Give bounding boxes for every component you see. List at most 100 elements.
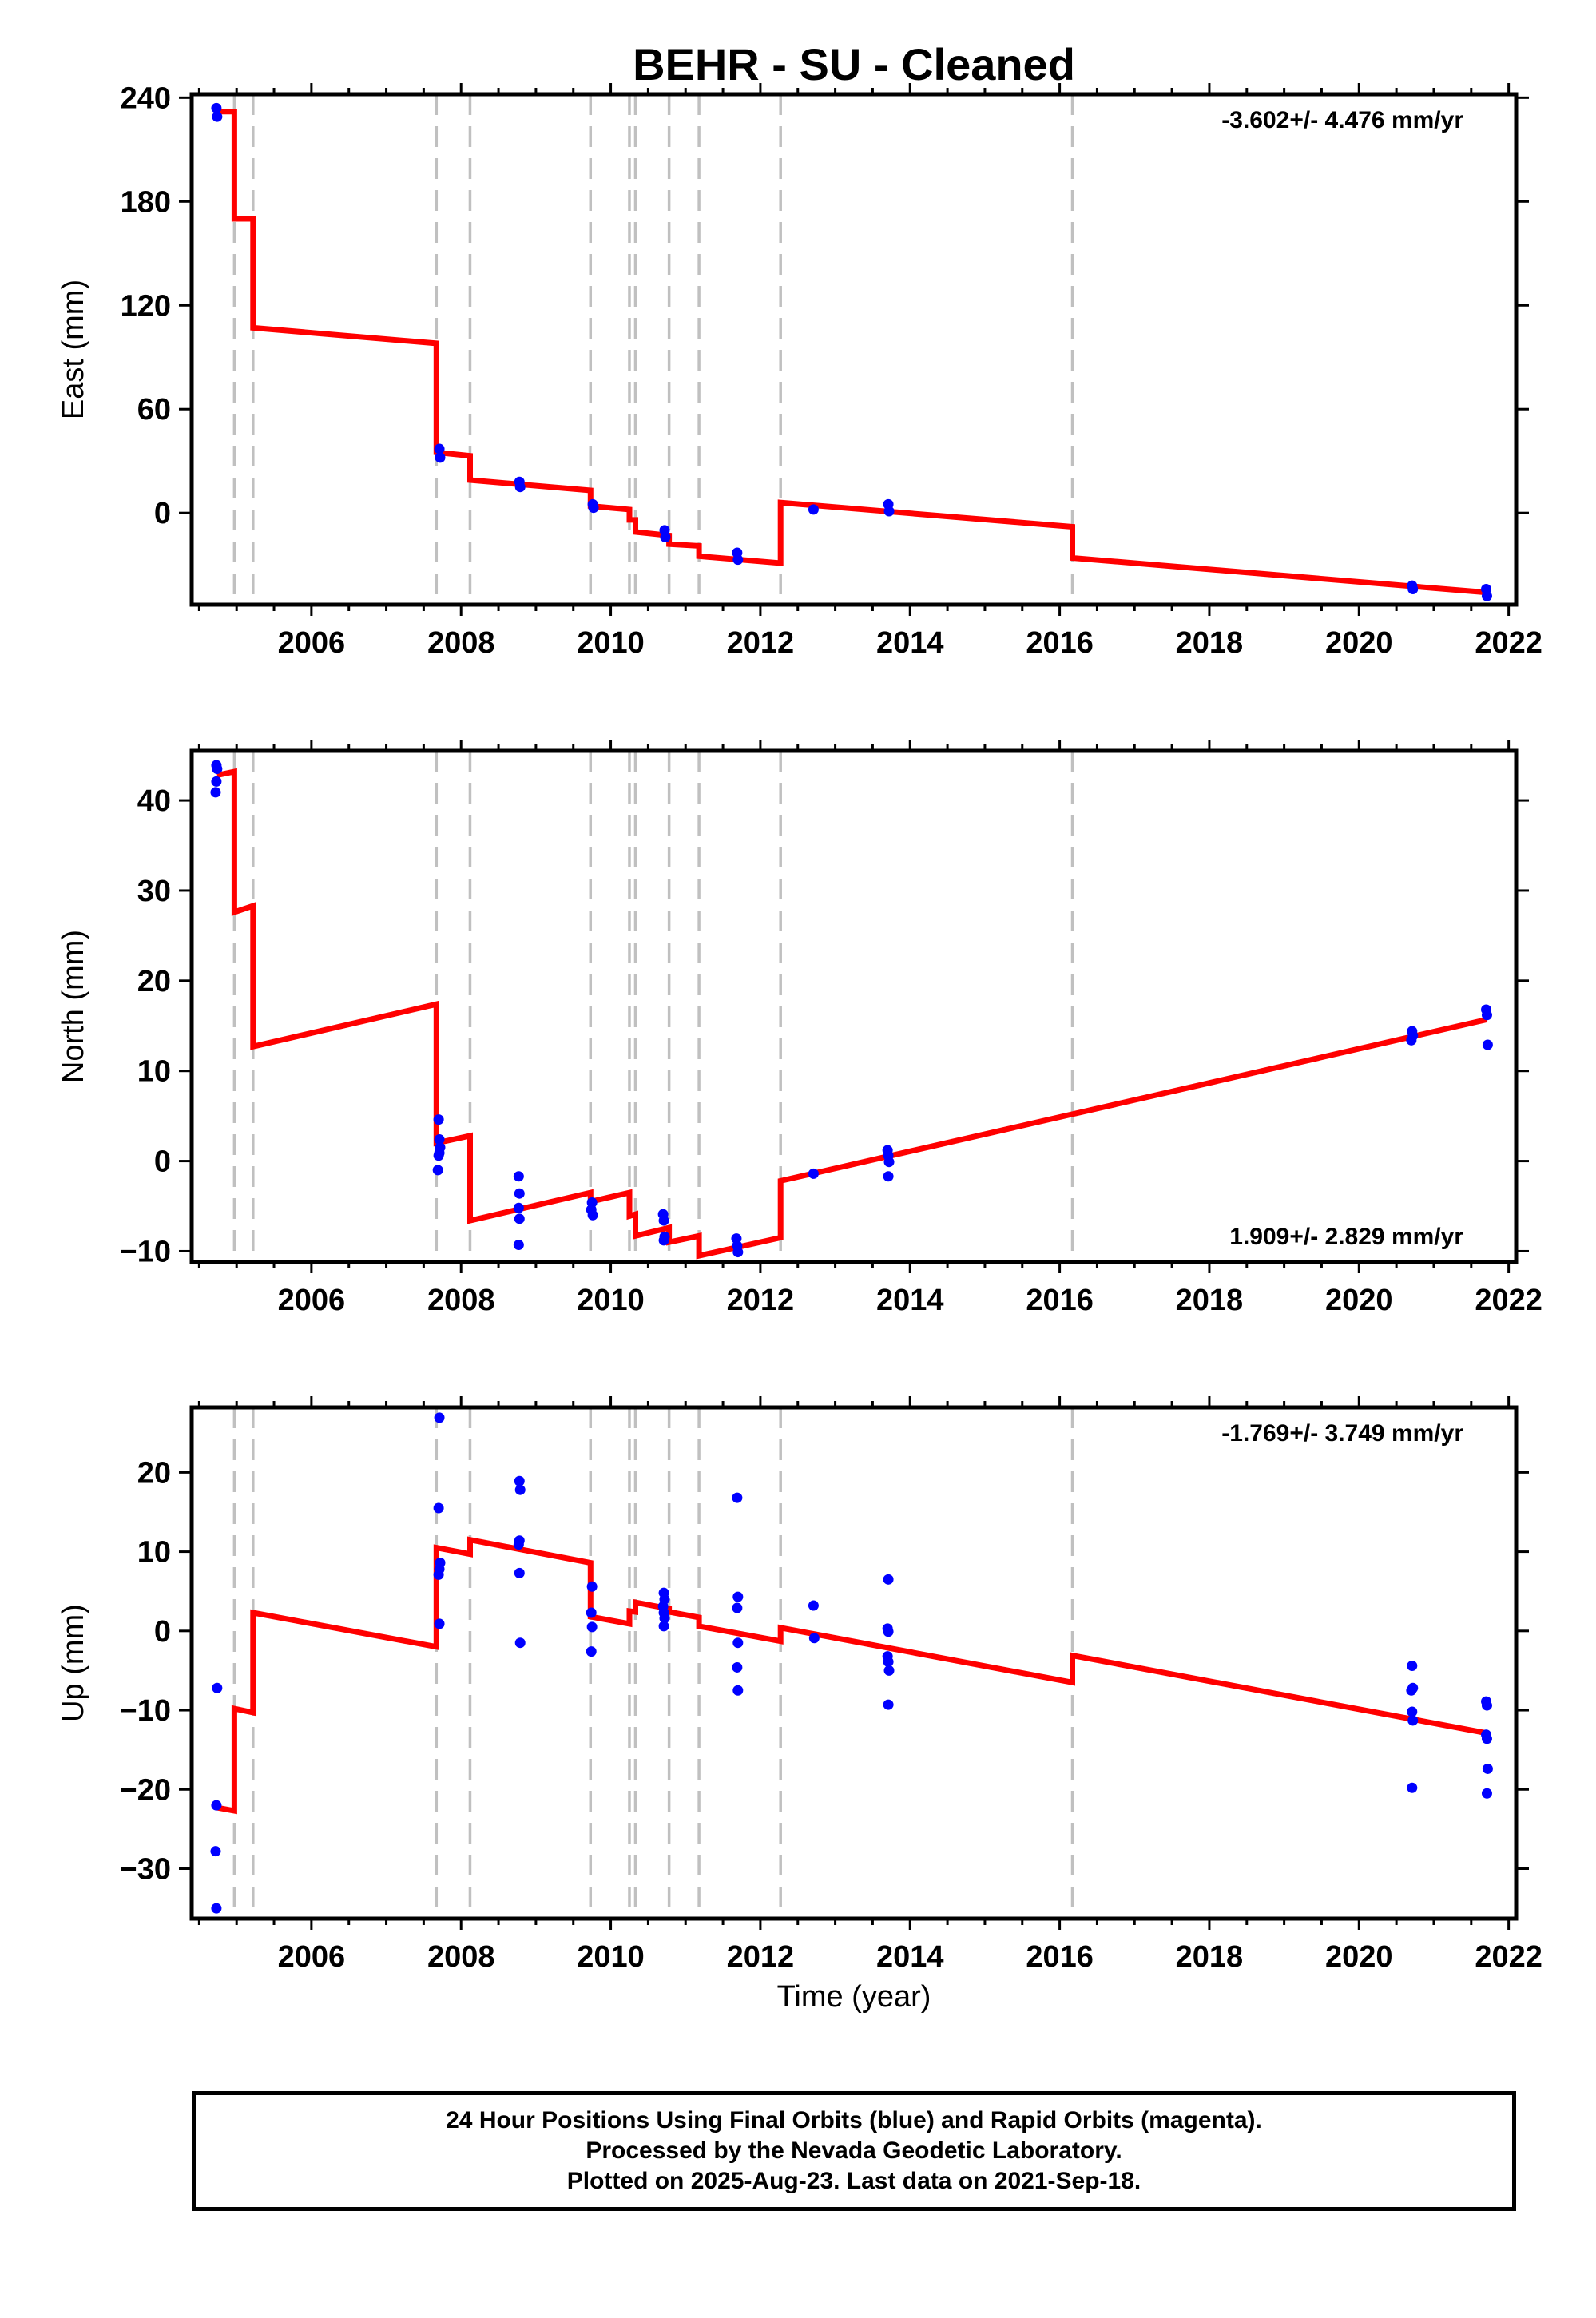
data-point: [883, 1699, 894, 1710]
data-point: [808, 1633, 820, 1644]
data-point: [1407, 1782, 1418, 1793]
data-point: [883, 1157, 895, 1168]
data-point: [211, 102, 222, 113]
data-point: [883, 506, 895, 517]
data-point: [513, 1240, 524, 1251]
x-tick-label: 2006: [278, 626, 346, 660]
data-point: [732, 1492, 743, 1503]
data-point: [514, 482, 526, 493]
x-tick-label: 2018: [1176, 1284, 1244, 1317]
x-tick-label: 2008: [427, 626, 495, 660]
data-point: [1407, 584, 1419, 595]
panel-up: 2006 2008 2010 2012 2014 2016 2018 2020 2022−30−…: [57, 1396, 1542, 1974]
footer-line-orbits: 24 Hour Positions Using Final Orbits (bl…: [446, 2107, 1262, 2133]
model-fit-line-north: [216, 768, 1488, 1260]
x-tick-label: 2010: [577, 1284, 645, 1317]
data-point: [732, 1247, 744, 1258]
x-tick-label: 2022: [1475, 626, 1542, 660]
y-axis-label-east: East (mm): [57, 280, 90, 419]
y-axis-label-north: North (mm): [57, 930, 90, 1083]
footer-line-plotted: Plotted on 2025-Aug-23. Last data on 202…: [566, 2168, 1141, 2194]
x-tick-label: 2016: [1026, 1940, 1094, 1974]
y-tick-label: −10: [120, 1235, 171, 1268]
data-point: [658, 1621, 669, 1632]
footer-line-processed: Processed by the Nevada Geodetic Laborat…: [586, 2137, 1122, 2164]
data-point: [883, 1171, 894, 1182]
data-point: [1482, 1763, 1493, 1774]
data-point: [211, 776, 222, 787]
x-tick-label: 2008: [427, 1940, 495, 1974]
data-point: [586, 1646, 597, 1657]
y-tick-label: 180: [121, 185, 171, 219]
data-point: [514, 1484, 526, 1495]
data-point: [211, 1903, 222, 1914]
data-point: [586, 1581, 598, 1592]
plot-frame-up: [189, 1405, 1519, 1921]
data-point: [883, 1574, 894, 1585]
y-tick-label: 240: [121, 81, 171, 115]
plot-frame-east: [189, 92, 1519, 607]
data-point: [433, 1502, 444, 1514]
data-point: [1481, 1700, 1492, 1711]
data-point: [434, 1412, 445, 1423]
data-point: [212, 1682, 223, 1693]
data-point: [212, 764, 223, 775]
data-point: [586, 1607, 597, 1618]
data-point: [1481, 1010, 1492, 1021]
data-point: [1481, 1788, 1492, 1799]
y-axis-label-up: Up (mm): [57, 1604, 90, 1722]
plot-frame-north: [189, 748, 1519, 1264]
data-point: [883, 1626, 894, 1637]
y-tick-label: 60: [137, 393, 171, 427]
data-point: [513, 1171, 524, 1182]
data-point: [435, 452, 446, 463]
y-tick-label: 20: [137, 965, 171, 998]
data-point: [586, 1621, 598, 1633]
data-point: [432, 1165, 443, 1176]
chart-title: BEHR - SU - Cleaned: [633, 39, 1075, 89]
data-point: [1481, 1733, 1492, 1744]
data-point: [808, 1600, 819, 1611]
x-tick-label: 2016: [1026, 1284, 1094, 1317]
x-tick-label: 2020: [1325, 1940, 1393, 1974]
x-tick-label: 2006: [278, 1284, 346, 1317]
x-tick-label: 2014: [876, 1940, 944, 1974]
data-point: [588, 502, 599, 514]
data-point: [732, 1602, 743, 1613]
data-point: [513, 1539, 524, 1550]
panel-north: 2006 2008 2010 2012 2014 2016 2018 2020 2022−100…: [57, 740, 1542, 1317]
x-tick-label: 2010: [577, 1940, 645, 1974]
data-point: [210, 787, 221, 798]
data-point: [514, 1475, 525, 1486]
data-point: [658, 1215, 669, 1226]
data-point: [514, 1637, 526, 1649]
data-point: [808, 1168, 819, 1179]
x-tick-label: 2020: [1325, 1284, 1393, 1317]
data-point: [883, 1657, 894, 1668]
data-point: [587, 1209, 598, 1221]
x-tick-label: 2008: [427, 1284, 495, 1317]
data-point: [659, 1613, 670, 1624]
y-tick-label: 40: [137, 784, 171, 818]
y-tick-label: 20: [137, 1456, 171, 1490]
data-point: [1407, 1706, 1418, 1717]
data-point: [514, 1567, 525, 1578]
y-tick-label: 0: [154, 1615, 171, 1649]
rate-label-east: -3.602+/- 4.476 mm/yr: [1221, 107, 1463, 133]
data-point: [433, 1114, 444, 1125]
data-point: [732, 1637, 744, 1649]
x-tick-label: 2012: [727, 1284, 795, 1317]
data-point: [1406, 1034, 1417, 1046]
data-point: [434, 1133, 445, 1145]
y-tick-label: 10: [137, 1536, 171, 1570]
x-tick-label: 2010: [577, 626, 645, 660]
y-tick-label: 0: [154, 1145, 171, 1179]
data-point: [883, 1665, 895, 1676]
data-point: [514, 1188, 525, 1199]
x-tick-label: 2018: [1176, 626, 1244, 660]
model-fit-line-up: [216, 1536, 1488, 1815]
panel-east: 2006 2008 2010 2012 2014 2016 2018 2020 2022 0 60 1…: [57, 81, 1542, 660]
x-tick-label: 2006: [278, 1940, 346, 1974]
x-tick-label: 2022: [1475, 1284, 1542, 1317]
